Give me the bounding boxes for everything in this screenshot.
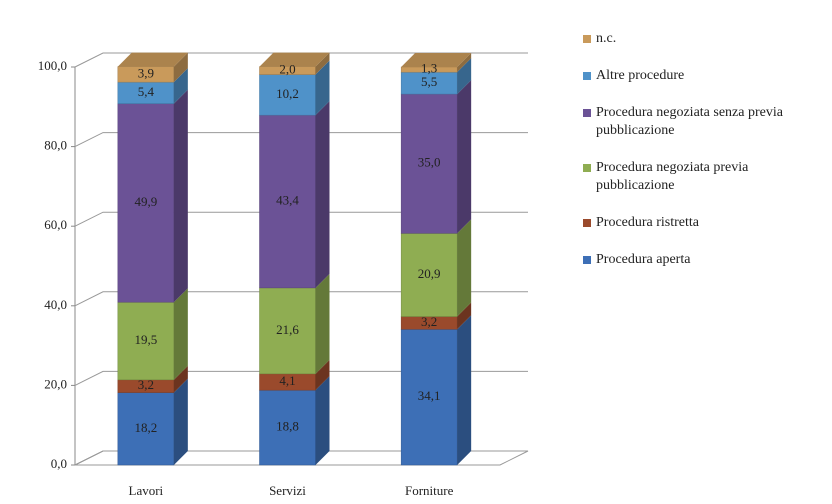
bar-segment — [117, 89, 188, 303]
data-label: 20,9 — [418, 266, 441, 281]
legend-swatch — [583, 35, 591, 43]
data-label: 18,8 — [276, 419, 299, 434]
bar-side — [457, 315, 472, 465]
bar-front — [117, 103, 175, 303]
bar-segment — [400, 80, 472, 234]
bar-side — [173, 288, 188, 380]
bar-side — [457, 80, 472, 234]
legend-swatch — [583, 256, 591, 264]
bar-side — [315, 101, 330, 288]
y-tick-label: 80,0 — [44, 138, 67, 153]
legend-label: Altre procedure — [596, 68, 685, 83]
bar-side — [315, 359, 330, 391]
bar-segment — [259, 273, 330, 375]
legend-swatch — [583, 72, 591, 80]
data-label: 19,5 — [134, 332, 157, 347]
bar-front — [117, 301, 175, 381]
bar-side — [315, 60, 330, 116]
data-label: 21,6 — [276, 322, 299, 337]
bar-segment — [117, 52, 188, 83]
bar-side — [173, 89, 188, 303]
y-tick-label: 100,0 — [38, 58, 67, 73]
data-label: 10,2 — [276, 86, 299, 101]
bar-side — [315, 52, 330, 75]
legend-item: Procedura negoziata senza previa pubblic… — [583, 104, 823, 140]
bar-segment — [117, 378, 188, 466]
bar-side — [173, 68, 188, 104]
x-tick-label: Lavori — [129, 483, 164, 498]
bar-segment — [400, 302, 472, 330]
grid-line — [74, 211, 528, 227]
data-label: 5,4 — [138, 84, 155, 99]
data-label: 3,2 — [138, 377, 154, 392]
bar-segment — [400, 53, 472, 73]
data-label: 3,2 — [421, 314, 437, 329]
x-tick-label: Servizi — [269, 483, 306, 498]
legend-item: Procedura aperta — [583, 251, 823, 269]
bar-segment — [117, 365, 188, 393]
legend-swatch — [583, 109, 591, 117]
bar-side — [315, 376, 330, 465]
data-label: 3,9 — [138, 65, 154, 80]
bar-front — [400, 93, 458, 234]
grid-line — [74, 291, 528, 307]
bar-segment — [259, 376, 330, 466]
data-label: 18,2 — [134, 420, 157, 435]
bar-front — [259, 74, 316, 116]
data-label: 49,9 — [134, 194, 157, 209]
bar-segment — [400, 58, 472, 95]
legend-label: Procedura aperta — [596, 252, 691, 267]
grid-line — [74, 132, 528, 148]
bar-side — [457, 302, 472, 330]
bar-side — [457, 53, 472, 73]
legend-item: Procedura ristretta — [583, 214, 823, 232]
data-label: 43,4 — [276, 193, 299, 208]
bar-side — [457, 58, 472, 95]
chart: 0,0 20,0 40,0 60,0 80,0 100,0 Lavori 18,2 3,2 19,… — [38, 52, 529, 498]
bar-segment — [259, 52, 330, 75]
y-tick-label: 60,0 — [44, 217, 67, 232]
data-label: 35,0 — [418, 155, 441, 170]
legend-label: Procedura negoziata previa pubblicazione — [596, 160, 749, 193]
x-tick-label: Forniture — [405, 483, 454, 498]
bar-segment — [259, 359, 330, 391]
bar-top — [401, 53, 472, 67]
bar-segment — [259, 60, 330, 116]
bar-top — [117, 52, 188, 67]
legend: n.c. Altre procedure Procedura negoziata s… — [583, 30, 823, 288]
bar-segment — [117, 288, 188, 381]
bar-segment — [259, 101, 330, 289]
legend-item: Procedura negoziata previa pubblicazione — [583, 159, 823, 195]
data-label: 5,5 — [421, 74, 437, 89]
bar-top — [259, 52, 330, 67]
data-label: 34,1 — [418, 388, 441, 403]
bar-front — [259, 114, 316, 289]
grid-line — [74, 450, 528, 466]
y-tick-label: 20,0 — [44, 376, 67, 391]
bar-side — [457, 219, 472, 317]
bar-side — [173, 52, 188, 83]
y-tick-label: 40,0 — [44, 297, 67, 312]
legend-swatch — [583, 219, 591, 227]
data-label: 2,0 — [279, 62, 295, 77]
bar-front — [259, 287, 316, 375]
data-label: 1,3 — [421, 61, 437, 76]
bar-segment — [117, 68, 188, 104]
grid-line — [74, 370, 528, 386]
bar-side — [315, 273, 330, 374]
legend-swatch — [583, 164, 591, 172]
data-label: 4,1 — [279, 373, 295, 388]
bar-segment — [400, 219, 472, 317]
bar-side — [173, 365, 188, 393]
bar-side — [173, 378, 188, 465]
legend-label: n.c. — [596, 31, 617, 46]
y-tick-label: 0,0 — [51, 456, 67, 471]
bar-front — [259, 389, 316, 466]
legend-item: Altre procedure — [583, 67, 823, 85]
legend-item: n.c. — [583, 30, 823, 48]
legend-label: Procedura negoziata senza previa pubblic… — [596, 105, 783, 138]
grid-line — [74, 52, 528, 68]
legend-label: Procedura ristretta — [596, 215, 700, 230]
